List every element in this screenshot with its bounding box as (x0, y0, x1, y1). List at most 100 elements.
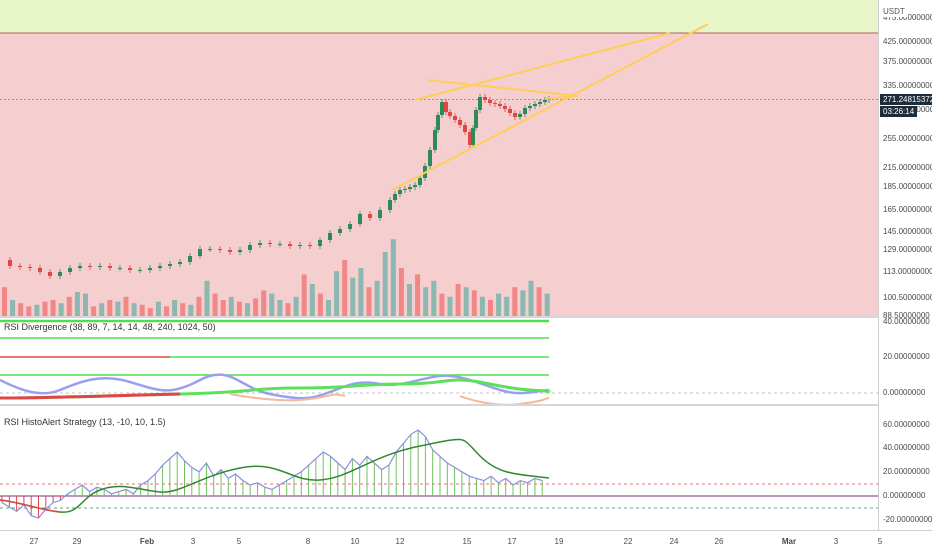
volume-bar (496, 293, 502, 316)
time-tick-label: 5 (236, 537, 242, 546)
rsi-tick-label: 40.00000000 (883, 317, 930, 326)
candle-body (128, 268, 132, 270)
trendline-apex (544, 95, 576, 100)
price-chart-svg[interactable] (0, 0, 878, 316)
time-tick-label: 17 (507, 537, 517, 546)
volume-bar (228, 296, 234, 316)
volume-bar (285, 303, 291, 316)
candle-body (513, 113, 517, 117)
volume-bar (236, 301, 242, 316)
price-tick-label: 113.00000000 (883, 267, 932, 276)
candle-body (463, 125, 467, 132)
candle-body (188, 256, 192, 262)
volume-bar (204, 280, 210, 316)
time-tick-label: 5 (877, 537, 883, 546)
candle-body (503, 106, 507, 109)
volume-bar (488, 300, 493, 316)
volume-bar (10, 300, 16, 316)
histo-tick-label: 40.00000000 (883, 443, 930, 452)
rsi-slow-line (0, 373, 550, 400)
rsi-histoalert-title[interactable]: RSI HistoAlert Strategy (13, -10, 10, 1.… (4, 417, 166, 427)
volume-bar (139, 304, 145, 316)
candle-body (8, 260, 12, 266)
candle-body (468, 132, 472, 145)
red-zone (0, 33, 878, 316)
candle-body (18, 266, 22, 267)
time-tick-label: 24 (669, 537, 679, 546)
volume-bar (50, 300, 56, 316)
candle-body (398, 190, 402, 194)
candle-body (338, 229, 342, 233)
candle-body (238, 250, 242, 252)
volume-bar (172, 300, 178, 316)
volume-bar (180, 303, 186, 316)
candle-body (298, 245, 302, 246)
candle-body (78, 266, 82, 268)
volume-bar (74, 292, 80, 316)
candle-body (138, 270, 142, 271)
rsi-divergence-pane[interactable]: RSI Divergence (38, 89, 7, 14, 14, 48, 2… (0, 318, 878, 404)
volume-bar (317, 293, 323, 316)
candle-body (413, 185, 417, 187)
rsi-divergence-svg[interactable] (0, 318, 878, 404)
time-tick-label: 29 (72, 537, 82, 546)
volume-bar (164, 306, 169, 316)
candle-body (348, 224, 352, 229)
candle-body (378, 210, 382, 218)
time-axis[interactable]: 27 29 Feb 3 5 8 10 12 15 17 19 22 24 26 Mar 3 5 (0, 530, 932, 551)
rsi-tick-label: 20.00000000 (883, 352, 930, 361)
volume-bar (447, 296, 453, 316)
volume-bar (107, 300, 113, 316)
time-tick-label: 10 (350, 537, 360, 546)
time-tick-label: 22 (623, 537, 633, 546)
rsi-divergence-title[interactable]: RSI Divergence (38, 89, 7, 14, 14, 48, 2… (4, 322, 216, 332)
candle-body (278, 244, 282, 245)
volume-bar (42, 301, 48, 316)
rsi-trend-line-bear (0, 392, 181, 400)
time-tick-label: Feb (139, 537, 155, 546)
volume-bar (115, 301, 121, 316)
currency-label: USDT (880, 6, 908, 17)
price-tick-label: 165.00000000 (883, 205, 932, 214)
candle-body (168, 264, 172, 266)
volume-bar (366, 287, 372, 316)
rsi-histoalert-svg[interactable] (0, 406, 878, 530)
volume-bar (471, 290, 477, 316)
volume-bar (220, 300, 226, 316)
time-tick-label: 3 (833, 537, 839, 546)
countdown-tag: 03:26:14 (880, 106, 918, 117)
price-chart-pane[interactable] (0, 0, 878, 316)
green-zone (0, 0, 878, 33)
rsi-tick-label: 0.00000000 (883, 388, 926, 397)
volume-bar (58, 303, 64, 316)
candle-body (368, 214, 372, 218)
candle-body (474, 110, 478, 128)
candle-body (268, 243, 272, 244)
candle-body (118, 268, 122, 269)
candle-body (523, 108, 527, 114)
trendline-top (414, 32, 671, 101)
volume-bar (309, 284, 315, 316)
volume-bar (18, 303, 24, 316)
price-tick-label: 255.00000000 (883, 134, 932, 143)
rsi-histoalert-pane[interactable]: RSI HistoAlert Strategy (13, -10, 10, 1.… (0, 406, 878, 530)
volume-bar (536, 287, 542, 316)
volume-bar (342, 260, 348, 316)
price-axis[interactable]: 475.00000000 425.00000000 375.00000000 335.… (878, 0, 932, 530)
candle-body (358, 214, 362, 224)
volume-bar (423, 287, 429, 316)
candle-body (388, 200, 392, 210)
volume-bar (544, 293, 550, 316)
candle-body (178, 262, 182, 264)
pane-separator[interactable] (0, 316, 932, 318)
candle-body (440, 102, 444, 115)
candle-body (483, 97, 487, 100)
volume-bar (66, 296, 72, 316)
last-price-tag: 271.24815372 (880, 94, 932, 105)
histo-signal-line-neg (0, 499, 61, 513)
histo-rsi-line (1, 429, 543, 519)
candle-body (38, 268, 42, 272)
candle-body (433, 130, 437, 150)
volume-bar (91, 306, 97, 316)
pane-separator[interactable] (0, 404, 932, 406)
